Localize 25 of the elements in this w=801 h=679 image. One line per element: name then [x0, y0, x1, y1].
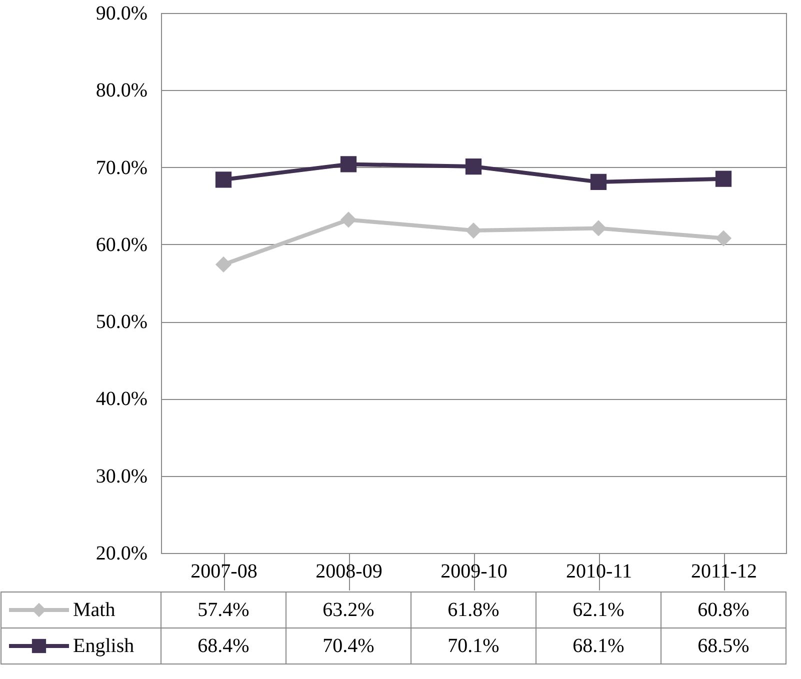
data-label: 68.4%: [198, 635, 250, 657]
y-tick-label: 40.0%: [96, 388, 148, 410]
y-tick-label: 80.0%: [96, 80, 148, 102]
data-label: 63.2%: [322, 599, 374, 621]
y-tick-label: 30.0%: [96, 465, 148, 488]
legend-label: Math: [73, 599, 116, 621]
data-label: 57.4%: [198, 599, 250, 621]
data-label: 68.5%: [698, 635, 750, 657]
y-tick-label: 70.0%: [96, 156, 148, 179]
x-tick-label: 2011-12: [691, 560, 757, 582]
data-label: 70.1%: [448, 635, 500, 657]
y-tick-label: 90.0%: [96, 2, 148, 24]
data-label: 61.8%: [448, 599, 500, 621]
x-tick-label: 2008-09: [316, 560, 382, 582]
data-label: 68.1%: [572, 635, 624, 657]
x-tick-label: 2009-10: [440, 560, 508, 582]
y-tick-label: 60.0%: [96, 234, 148, 256]
data-label: 60.8%: [698, 599, 750, 621]
y-tick-label: 20.0%: [96, 542, 148, 564]
x-tick-label: 2010-11: [566, 560, 632, 582]
data-label: 62.1%: [572, 599, 624, 621]
legend-label: English: [73, 635, 134, 657]
y-tick-label: 50.0%: [96, 311, 148, 334]
x-tick-label: 2007-08: [190, 560, 258, 582]
data-label: 70.4%: [322, 635, 374, 657]
